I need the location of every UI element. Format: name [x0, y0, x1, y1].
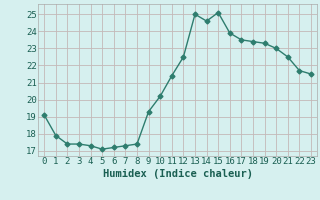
X-axis label: Humidex (Indice chaleur): Humidex (Indice chaleur)	[103, 169, 252, 179]
